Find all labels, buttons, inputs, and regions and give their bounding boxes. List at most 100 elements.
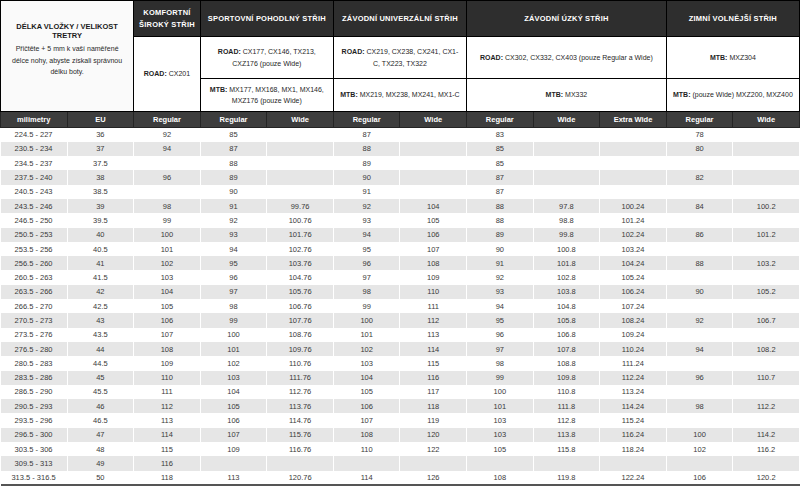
- size-cell: 290.5 - 293: [1, 399, 68, 413]
- size-cell: 108.2: [733, 342, 800, 356]
- size-cell: 101.24: [600, 213, 667, 227]
- size-cell: [666, 328, 733, 342]
- size-cell: [666, 242, 733, 256]
- table-row: 296.5 - 30047114107115.76108120103113.81…: [1, 428, 800, 442]
- size-cell: 100: [467, 385, 534, 399]
- size-cell: 88: [666, 256, 733, 270]
- column-header-fit: Extra Wide: [600, 112, 667, 128]
- table-row: 309.5 - 31349116: [1, 456, 800, 470]
- size-cell: 90: [666, 285, 733, 299]
- size-cell: 87: [467, 185, 534, 199]
- size-cell: 114.76: [267, 413, 334, 427]
- size-cell: 92: [467, 270, 534, 284]
- size-cell: [666, 270, 733, 284]
- column-header-fit: Regular: [467, 112, 534, 128]
- table-row: 280.5 - 28344.5109102110.7610311598108.8…: [1, 356, 800, 370]
- size-cell: [533, 170, 600, 184]
- size-cell: 103.8: [533, 285, 600, 299]
- size-cell: 99: [333, 299, 400, 313]
- size-cell: 110: [400, 285, 467, 299]
- size-cell: 96: [200, 270, 267, 284]
- column-header-eu: EU: [67, 112, 134, 128]
- size-cell: 109: [200, 442, 267, 456]
- size-cell: 230.5 - 234: [1, 142, 68, 156]
- size-cell: 87: [200, 142, 267, 156]
- size-cell: 313.5 - 316.5: [1, 471, 68, 485]
- size-cell: 117: [400, 385, 467, 399]
- size-cell: 100.2: [733, 199, 800, 213]
- column-header-fit: Regular: [200, 112, 267, 128]
- size-cell: [267, 185, 334, 199]
- size-cell: 116.76: [267, 442, 334, 456]
- size-cell: 110: [333, 442, 400, 456]
- size-cell: 101: [333, 328, 400, 342]
- size-cell: 98: [666, 399, 733, 413]
- size-cell: 39: [67, 199, 134, 213]
- size-cell: 90: [200, 185, 267, 199]
- size-cell: 104.8: [533, 299, 600, 313]
- size-cell: 82: [666, 170, 733, 184]
- size-cell: 100.24: [600, 199, 667, 213]
- size-cell: 240.5 - 243: [1, 185, 68, 199]
- size-cell: 115.76: [267, 428, 334, 442]
- size-cell: [666, 385, 733, 399]
- size-cell: 113: [134, 413, 201, 427]
- column-header-fit: Regular: [666, 112, 733, 128]
- size-cell: 95: [200, 256, 267, 270]
- size-cell: [733, 385, 800, 399]
- size-cell: 110.76: [267, 356, 334, 370]
- size-cell: 105.2: [733, 285, 800, 299]
- size-cell: 106: [666, 471, 733, 485]
- size-cell: 276.5 - 280: [1, 342, 68, 356]
- size-cell: 103: [467, 428, 534, 442]
- size-cell: 122.24: [600, 471, 667, 485]
- size-cell: 99: [467, 371, 534, 385]
- size-cell: 93: [467, 285, 534, 299]
- table-row: 283.5 - 28645110103111.7610411699109.811…: [1, 371, 800, 385]
- size-cell: 105: [467, 442, 534, 456]
- info-title: DÉLKA VLOŽKY / VELIKOST TRETRY: [9, 22, 125, 40]
- size-cell: [666, 299, 733, 313]
- size-cell: 105: [200, 399, 267, 413]
- size-cell: 126: [400, 471, 467, 485]
- size-cell: 86: [666, 228, 733, 242]
- table-row: 253.5 - 25640.510194102.769510790100.810…: [1, 242, 800, 256]
- size-cell: 89: [333, 156, 400, 170]
- size-cell: 101.8: [533, 256, 600, 270]
- size-cell: 110.8: [533, 385, 600, 399]
- size-cell: 107.24: [600, 299, 667, 313]
- size-cell: 78: [666, 128, 733, 142]
- size-cell: 45.5: [67, 385, 134, 399]
- size-cell: 106.24: [600, 285, 667, 299]
- size-cell: [666, 456, 733, 470]
- size-cell: 49: [67, 456, 134, 470]
- size-cell: 93: [333, 213, 400, 227]
- size-cell: 80: [666, 142, 733, 156]
- size-cell: 111.76: [267, 371, 334, 385]
- table-row: 246.5 - 25039.59992100.76931058898.8101.…: [1, 213, 800, 227]
- size-cell: 83: [467, 128, 534, 142]
- info-cell: DÉLKA VLOŽKY / VELIKOST TRETRY Přičtěte …: [1, 1, 134, 112]
- size-cell: [533, 142, 600, 156]
- size-cell: 90: [333, 170, 400, 184]
- size-cell: [200, 456, 267, 470]
- size-cell: 116.2: [733, 442, 800, 456]
- size-cell: [600, 170, 667, 184]
- size-cell: 263.5 - 266: [1, 285, 68, 299]
- size-cell: 97: [333, 270, 400, 284]
- size-cell: 120: [400, 428, 467, 442]
- size-cell: 38.5: [67, 185, 134, 199]
- size-cell: 100: [333, 313, 400, 327]
- model-list: CX201: [169, 70, 190, 77]
- size-cell: 47: [67, 428, 134, 442]
- size-cell: 107: [200, 428, 267, 442]
- size-cell: 96: [134, 170, 201, 184]
- size-cell: [733, 213, 800, 227]
- size-cell: 94: [134, 142, 201, 156]
- table-row: 263.5 - 2664210497105.769811093103.8106.…: [1, 285, 800, 299]
- size-cell: 41.5: [67, 270, 134, 284]
- size-cell: [467, 456, 534, 470]
- size-cell: 115.24: [600, 413, 667, 427]
- size-cell: 293.5 - 296: [1, 413, 68, 427]
- model-list: MX177, MX168, MX1, MX146, MXZ176 (pouze …: [229, 86, 324, 104]
